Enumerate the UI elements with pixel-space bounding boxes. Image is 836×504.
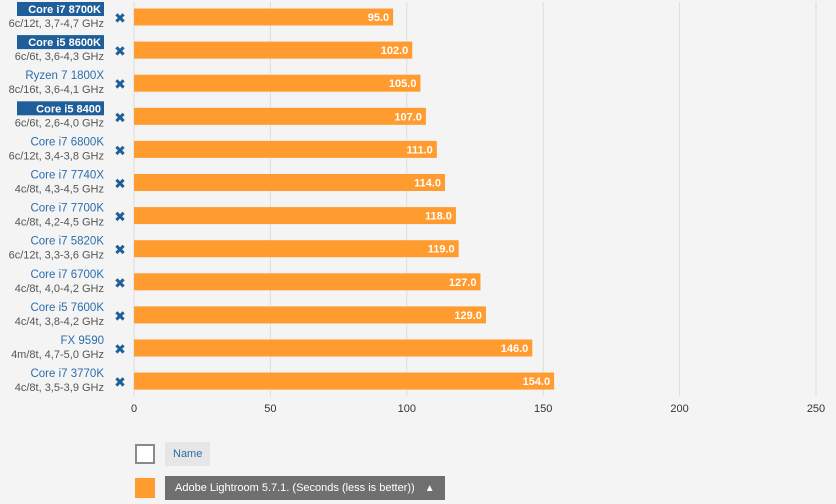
bar-value-label: 146.0 xyxy=(501,343,529,355)
bar xyxy=(134,8,394,26)
category-spec: 4c/8t, 4,0-4,2 GHz xyxy=(15,283,104,295)
category-name[interactable]: Core i7 7700K xyxy=(30,203,104,215)
highlight-badge xyxy=(17,35,104,50)
sort-arrow-icon[interactable]: ▲ xyxy=(424,483,435,494)
bar-value-label: 119.0 xyxy=(428,244,455,256)
remove-icon[interactable]: ✖ xyxy=(114,176,126,192)
highlight-badge xyxy=(17,2,104,16)
bar-value-label: 154.0 xyxy=(523,376,551,388)
bar-value-label: 129.0 xyxy=(454,310,482,322)
category-name[interactable]: Core i5 7600K xyxy=(30,302,104,314)
remove-icon[interactable]: ✖ xyxy=(114,76,126,92)
bar xyxy=(134,240,459,258)
category-name[interactable]: Core i7 8700K xyxy=(28,4,101,16)
bar xyxy=(134,339,533,357)
category-spec: 6c/6t, 2,6-4,0 GHz xyxy=(15,117,104,129)
legend-series-label: Adobe Lightroom 5.7.1. (Seconds (less is… xyxy=(175,482,415,494)
category-name[interactable]: Core i7 6700K xyxy=(30,269,104,281)
category-name[interactable]: Core i7 3770K xyxy=(30,368,104,380)
bar-value-label: 95.0 xyxy=(368,12,389,24)
category-name[interactable]: Core i5 8600K xyxy=(28,37,101,49)
bar-value-label: 107.0 xyxy=(394,111,422,123)
x-tick-label: 0 xyxy=(131,403,137,415)
category-spec: 4c/4t, 3,8-4,2 GHz xyxy=(15,316,104,328)
bar-value-label: 105.0 xyxy=(389,78,417,90)
remove-icon[interactable]: ✖ xyxy=(114,308,126,324)
category-name[interactable]: Core i7 6800K xyxy=(30,136,104,148)
remove-icon[interactable]: ✖ xyxy=(114,109,126,125)
remove-icon[interactable]: ✖ xyxy=(114,43,126,59)
remove-icon[interactable]: ✖ xyxy=(114,341,126,357)
category-name[interactable]: FX 9590 xyxy=(61,335,104,347)
remove-icon[interactable]: ✖ xyxy=(114,275,126,291)
category-spec: 4c/8t, 4,2-4,5 GHz xyxy=(15,217,104,229)
legend-name-row: Name xyxy=(135,442,211,466)
highlight-badge xyxy=(17,101,104,116)
bar-value-label: 102.0 xyxy=(381,45,409,57)
legend-series-button[interactable]: Adobe Lightroom 5.7.1. (Seconds (less is… xyxy=(165,476,445,500)
x-tick-label: 250 xyxy=(807,403,825,415)
bar-value-label: 127.0 xyxy=(449,277,477,289)
bar xyxy=(134,107,426,125)
remove-icon[interactable]: ✖ xyxy=(114,10,126,26)
bar xyxy=(134,306,486,324)
category-spec: 6c/12t, 3,3-3,6 GHz xyxy=(9,250,104,262)
category-name[interactable]: Core i7 5820K xyxy=(30,236,104,248)
x-tick-label: 150 xyxy=(534,403,552,415)
category-spec: 6c/6t, 3,6-4,3 GHz xyxy=(15,51,104,63)
remove-icon[interactable]: ✖ xyxy=(114,142,126,158)
category-name[interactable]: Ryzen 7 1800X xyxy=(25,70,104,82)
category-spec: 6c/12t, 3,7-4,7 GHz xyxy=(9,18,104,30)
bar xyxy=(134,41,413,59)
legend-series-swatch[interactable] xyxy=(135,478,155,498)
bar xyxy=(134,140,437,158)
category-spec: 4m/8t, 4,7-5,0 GHz xyxy=(11,349,104,361)
x-tick-label: 50 xyxy=(264,403,276,415)
bar-value-label: 114.0 xyxy=(414,178,441,190)
bar-value-label: 111.0 xyxy=(406,144,432,156)
legend-name-label[interactable]: Name xyxy=(165,442,211,466)
category-spec: 4c/8t, 3,5-3,9 GHz xyxy=(15,382,104,394)
remove-icon[interactable]: ✖ xyxy=(114,209,126,225)
category-spec: 4c/8t, 4,3-4,5 GHz xyxy=(15,184,104,196)
remove-icon[interactable]: ✖ xyxy=(114,374,126,390)
legend-name-checkbox[interactable] xyxy=(135,444,155,464)
category-name[interactable]: Core i5 8400 xyxy=(36,103,101,115)
bar-value-label: 118.0 xyxy=(425,211,452,223)
legend-series-row: Adobe Lightroom 5.7.1. (Seconds (less is… xyxy=(135,476,445,500)
category-spec: 6c/12t, 3,4-3,8 GHz xyxy=(9,150,104,162)
remove-icon[interactable]: ✖ xyxy=(114,242,126,258)
x-tick-label: 200 xyxy=(670,403,688,415)
bar xyxy=(134,74,421,92)
bar xyxy=(134,207,456,225)
bar xyxy=(134,273,481,291)
bar xyxy=(134,372,555,390)
category-name[interactable]: Core i7 7740X xyxy=(30,170,104,182)
x-tick-label: 100 xyxy=(398,403,416,415)
bar xyxy=(134,174,445,191)
category-spec: 8c/16t, 3,6-4,1 GHz xyxy=(9,84,104,96)
